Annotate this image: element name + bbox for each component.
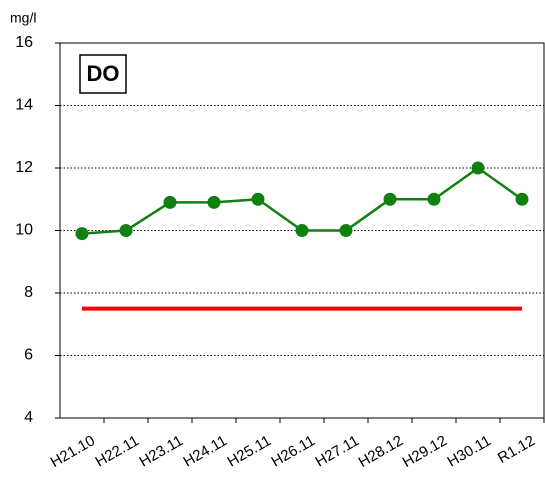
marker <box>75 227 89 241</box>
y-tick-label: 14 <box>15 97 33 114</box>
x-tick-label: H21.10 <box>48 432 98 471</box>
y-tick-label: 6 <box>24 347 33 364</box>
marker <box>251 192 265 206</box>
y-tick-label: 8 <box>24 284 33 301</box>
marker <box>427 192 441 206</box>
x-tick-label: H26.11 <box>269 432 318 470</box>
marker <box>295 224 309 237</box>
x-tick-label: H25.11 <box>225 432 274 470</box>
plot-border <box>59 42 545 419</box>
marker <box>471 161 485 175</box>
marker <box>119 224 133 237</box>
y-axis-label: mg/l <box>10 10 36 26</box>
y-tick-label: 12 <box>15 159 33 176</box>
marker <box>383 192 397 206</box>
title-box <box>79 54 127 94</box>
x-tick-label: H22.11 <box>93 432 142 470</box>
x-tick-label: H30.11 <box>445 432 494 470</box>
y-tick-label: 4 <box>24 409 33 426</box>
marker <box>163 195 177 209</box>
chart-title: DO <box>87 61 120 86</box>
x-tick-label: H23.11 <box>137 432 186 470</box>
x-tick-label: H27.11 <box>313 432 362 470</box>
y-tick-label: 16 <box>15 34 33 51</box>
x-tick-label: H28.12 <box>356 432 406 471</box>
x-tick-label: R1.12 <box>495 432 538 467</box>
marker <box>207 195 221 209</box>
x-tick-label: H24.11 <box>181 432 230 470</box>
x-tick-label: H29.12 <box>400 432 450 471</box>
marker <box>339 224 353 237</box>
y-tick-label: 10 <box>15 222 33 239</box>
marker <box>515 192 529 206</box>
line <box>81 166 523 235</box>
